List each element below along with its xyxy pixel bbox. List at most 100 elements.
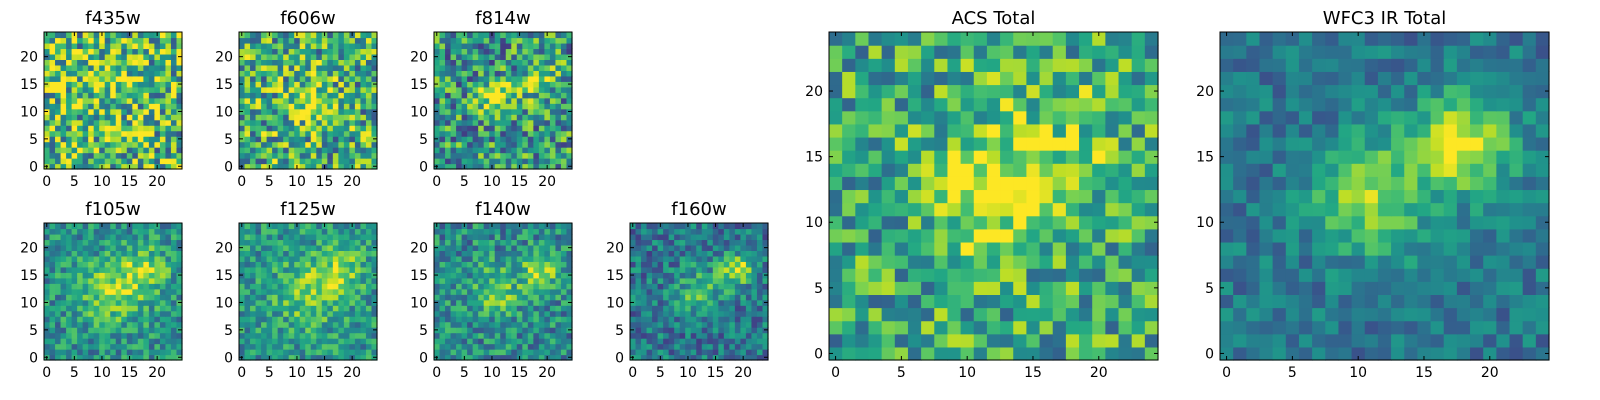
heatmap-cell (729, 349, 736, 356)
heatmap-cell (560, 86, 568, 93)
heatmap-cell (82, 70, 89, 77)
heatmap-cell (82, 158, 89, 165)
heatmap-cell (132, 81, 139, 88)
heatmap-cell (500, 163, 507, 170)
heatmap-cell (143, 103, 150, 110)
heatmap-cell (635, 310, 642, 317)
heatmap-cell (143, 288, 150, 295)
heatmap-cell (734, 233, 741, 241)
heatmap-cell (305, 310, 312, 317)
heatmap-cell (434, 42, 441, 50)
heatmap-cell (544, 42, 551, 50)
heatmap-cell (121, 327, 128, 334)
heatmap-cell (907, 333, 922, 348)
heatmap-cell (170, 103, 178, 110)
heatmap-cell (126, 108, 133, 115)
heatmap-cell (132, 114, 139, 121)
heatmap-cell (679, 349, 686, 356)
heatmap-cell (456, 354, 463, 361)
heatmap-cell (132, 86, 139, 93)
heatmap-cell (478, 136, 485, 143)
heatmap-cell (511, 233, 518, 241)
heatmap-cell (494, 108, 501, 115)
heatmap-cell (668, 316, 675, 323)
heatmap-cell (299, 86, 306, 93)
heatmap-cell (66, 261, 73, 268)
heatmap-cell (434, 97, 441, 104)
y-tick-label: 10 (410, 295, 428, 311)
heatmap-cell (305, 233, 312, 241)
heatmap-cell (494, 244, 501, 251)
heatmap-cell (266, 283, 273, 290)
heatmap-cell (505, 108, 512, 115)
heatmap-cell (934, 320, 949, 335)
heatmap-cell (500, 114, 507, 121)
x-tick-label: 20 (734, 365, 752, 381)
heatmap-cell (288, 316, 295, 323)
heatmap-cell (288, 283, 295, 290)
heatmap-cell (641, 349, 648, 356)
heatmap-cell (338, 354, 345, 361)
heatmap-cell (272, 119, 279, 126)
heatmap-cell (277, 147, 284, 154)
heatmap-cell (126, 288, 133, 295)
heatmap-cell (657, 310, 664, 317)
heatmap-cell (115, 283, 122, 290)
heatmap-cell (707, 349, 714, 356)
heatmap-cell (522, 81, 529, 88)
heatmap-cell (305, 108, 312, 115)
heatmap-cell (115, 223, 122, 230)
heatmap-cell (947, 176, 962, 191)
heatmap-cell (305, 92, 312, 99)
heatmap-cell (321, 86, 328, 93)
heatmap-cell (310, 316, 317, 323)
heatmap-cell (461, 147, 468, 154)
heatmap-cell (143, 272, 150, 279)
x-tick-label: 20 (538, 174, 556, 190)
heatmap-cell (360, 136, 367, 143)
heatmap-cell (635, 244, 642, 251)
heatmap-cell (299, 114, 306, 121)
heatmap-cell (321, 277, 328, 284)
heatmap-cell (165, 64, 172, 71)
heatmap-cell (646, 223, 653, 230)
heatmap-cell (44, 338, 51, 345)
heatmap-cell (544, 130, 551, 137)
heatmap-cell (115, 136, 122, 143)
heatmap-cell (1144, 163, 1159, 177)
heatmap-cell (159, 294, 167, 301)
heatmap-cell (511, 59, 518, 66)
y-tick-label: 15 (215, 268, 233, 284)
heatmap-cell (176, 59, 183, 66)
heatmap-cell (439, 32, 446, 39)
heatmap-cell (77, 272, 84, 279)
heatmap-cell (740, 338, 747, 345)
heatmap-cell (1105, 215, 1120, 230)
heatmap-cell (277, 141, 284, 148)
heatmap-cell (77, 316, 84, 323)
heatmap-cell (321, 288, 328, 295)
heatmap-cell (77, 294, 84, 301)
heatmap-cell (321, 316, 328, 323)
heatmap-cell (522, 125, 529, 132)
heatmap-cell (549, 305, 557, 312)
heatmap-cell (365, 288, 373, 295)
heatmap-cell (148, 277, 155, 284)
heatmap-cell (266, 332, 273, 339)
heatmap-cell (272, 163, 279, 170)
heatmap-cell (343, 321, 350, 328)
heatmap-cell (137, 86, 144, 93)
heatmap-cell (343, 37, 350, 44)
heatmap-cell (360, 42, 367, 50)
heatmap-cell (137, 299, 144, 306)
heatmap-cell (560, 349, 568, 356)
heatmap-cell (255, 228, 262, 235)
heatmap-cell (176, 223, 183, 230)
y-tick-label: 5 (419, 132, 428, 148)
heatmap-cell (288, 114, 295, 121)
heatmap-cell (154, 53, 161, 60)
heatmap-cell (646, 244, 653, 251)
heatmap-cell (283, 294, 290, 301)
heatmap-cell (734, 349, 741, 356)
heatmap-cell (500, 272, 507, 279)
